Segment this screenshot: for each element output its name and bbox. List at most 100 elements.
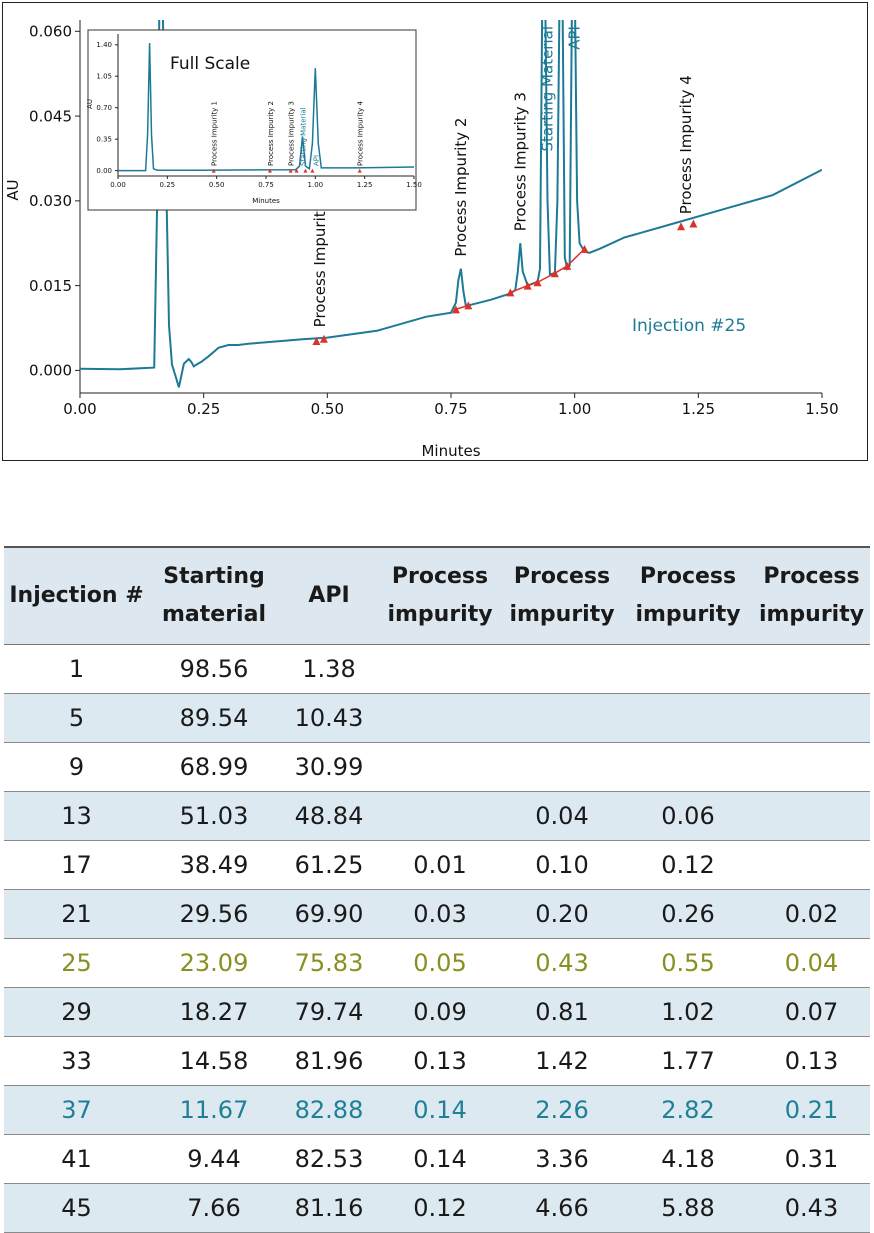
main-y-tick-label: 0.030 bbox=[29, 192, 72, 210]
table-cell: 0.43 bbox=[501, 938, 623, 988]
main-x-tick-label: 0.75 bbox=[434, 400, 467, 418]
table-cell: 7.66 bbox=[149, 1183, 279, 1233]
table-cell bbox=[623, 644, 753, 694]
table-row: 37 11.67 82.88 0.14 2.26 2.82 0.21 bbox=[4, 1085, 870, 1135]
table-cell: 21 bbox=[4, 889, 149, 939]
inset-peak-label: Process Impurity 3 bbox=[288, 101, 296, 166]
table-cell bbox=[623, 693, 753, 743]
main-peak-label: Process Impurity 3 bbox=[511, 92, 529, 231]
inset-title: Full Scale bbox=[170, 54, 250, 74]
table-cell: 82.88 bbox=[279, 1085, 379, 1135]
table-cell bbox=[753, 791, 870, 841]
table-cell: 9 bbox=[4, 742, 149, 792]
table-row: 45 7.66 81.16 0.12 4.66 5.88 0.43 bbox=[4, 1183, 870, 1233]
inset-x-axis-label: Minutes bbox=[252, 197, 280, 205]
inset-background bbox=[87, 29, 417, 211]
table-cell: 0.81 bbox=[501, 987, 623, 1037]
table-cell: 68.99 bbox=[149, 742, 279, 792]
inset-peak-label: API bbox=[312, 155, 320, 166]
table-cell: 0.21 bbox=[753, 1085, 870, 1135]
table-cell bbox=[753, 840, 870, 890]
inset-x-tick-label: 1.50 bbox=[406, 181, 422, 189]
column-header-line: Process bbox=[763, 563, 860, 589]
table-row: 33 14.58 81.96 0.13 1.42 1.77 0.13 bbox=[4, 1036, 870, 1086]
main-baseline-segment bbox=[537, 272, 556, 283]
column-header-line: Starting bbox=[163, 563, 265, 589]
table-cell bbox=[501, 644, 623, 694]
table-cell bbox=[753, 644, 870, 694]
main-x-tick-label: 0.00 bbox=[63, 400, 96, 418]
table-cell: 29 bbox=[4, 987, 149, 1037]
table-cell: 0.14 bbox=[379, 1134, 501, 1184]
table-cell: 61.25 bbox=[279, 840, 379, 890]
column-header: Process impurity bbox=[501, 547, 623, 644]
inset-x-tick-label: 1.00 bbox=[308, 181, 324, 189]
table-cell: 0.55 bbox=[623, 938, 753, 988]
inset-peak-marker bbox=[211, 168, 216, 173]
main-peak-marker bbox=[319, 334, 328, 343]
table-cell: 0.05 bbox=[379, 938, 501, 988]
inset-peak-marker bbox=[303, 168, 308, 173]
table-cell bbox=[501, 693, 623, 743]
table-cell: 81.96 bbox=[279, 1036, 379, 1086]
column-header-line: Process bbox=[639, 563, 737, 589]
main-y-tick-label: 0.060 bbox=[29, 23, 72, 41]
table-cell: 1 bbox=[4, 644, 149, 694]
column-header-line: Injection # bbox=[9, 582, 144, 608]
table-row: 5 89.54 10.43 bbox=[4, 693, 870, 743]
table-cell bbox=[623, 742, 753, 792]
table-cell: 38.49 bbox=[149, 840, 279, 890]
table-cell: 0.43 bbox=[753, 1183, 870, 1233]
main-baseline-segment bbox=[527, 281, 538, 287]
column-header: Process impurity bbox=[623, 547, 753, 644]
inset-x-tick-label: 0.25 bbox=[160, 181, 176, 189]
table-cell: 30.99 bbox=[279, 742, 379, 792]
column-header: Starting material bbox=[149, 547, 279, 644]
table-cell: 98.56 bbox=[149, 644, 279, 694]
table-cell: 1.02 bbox=[623, 987, 753, 1037]
column-header-line: impurity bbox=[509, 601, 615, 627]
table-header: Injection # Starting material API Process imp… bbox=[4, 547, 870, 644]
inset-x-tick-label: 0.50 bbox=[209, 181, 225, 189]
main-x-tick-label: 1.00 bbox=[558, 400, 591, 418]
table-cell: 33 bbox=[4, 1036, 149, 1086]
table-cell: 0.03 bbox=[379, 889, 501, 939]
main-y-tick-label: 0.045 bbox=[29, 107, 72, 125]
table-cell: 0.12 bbox=[623, 840, 753, 890]
table-cell: 3.36 bbox=[501, 1134, 623, 1184]
table-cell: 23.09 bbox=[149, 938, 279, 988]
inset-peak-label: Process Impurity 4 bbox=[357, 101, 365, 166]
inset-y-tick-label: 0.70 bbox=[96, 104, 112, 112]
table-row: 17 38.49 61.25 0.01 0.10 0.12 bbox=[4, 840, 870, 890]
table-cell: 0.09 bbox=[379, 987, 501, 1037]
main-x-tick-label: 1.50 bbox=[805, 400, 838, 418]
table-cell: 0.14 bbox=[379, 1085, 501, 1135]
main-peak-label: Starting Material bbox=[538, 26, 556, 152]
table-body: 1 98.56 1.38 5 89.54 10.43 9 68.99 30.99 13 51.03 4… bbox=[4, 644, 870, 1233]
inset-trace-line bbox=[118, 42, 414, 172]
inset-peak-marker bbox=[294, 168, 299, 173]
inset-peak-label: Process Impurity 1 bbox=[211, 101, 219, 166]
main-peak-label: Process Impurity 2 bbox=[452, 118, 470, 257]
table-cell: 5 bbox=[4, 693, 149, 743]
table-cell: 4.66 bbox=[501, 1183, 623, 1233]
table-cell: 51.03 bbox=[149, 791, 279, 841]
table-cell bbox=[753, 693, 870, 743]
table-cell bbox=[753, 742, 870, 792]
column-header: Injection # bbox=[4, 547, 149, 644]
inset-peak-marker bbox=[288, 168, 293, 173]
table-cell: 2.26 bbox=[501, 1085, 623, 1135]
table-cell: 29.56 bbox=[149, 889, 279, 939]
injection-annotation: Injection #25 bbox=[632, 316, 746, 336]
inset-group: 0.00 0.25 0.50 0.75 1.00 1.25 1.50 0.00 0.35 0.70… bbox=[86, 29, 422, 211]
table-row: 21 29.56 69.90 0.03 0.20 0.26 0.02 bbox=[4, 889, 870, 939]
table-cell: 41 bbox=[4, 1134, 149, 1184]
table-row: 1 98.56 1.38 bbox=[4, 644, 870, 694]
inset-y-tick-label: 1.05 bbox=[96, 73, 112, 81]
main-x-tick-label: 0.50 bbox=[311, 400, 344, 418]
main-baseline-segment bbox=[510, 284, 528, 294]
column-header: Process impurity bbox=[753, 547, 870, 644]
column-header-line: Process bbox=[391, 563, 489, 589]
table-cell: 0.13 bbox=[753, 1036, 870, 1086]
table-cell: 0.26 bbox=[623, 889, 753, 939]
